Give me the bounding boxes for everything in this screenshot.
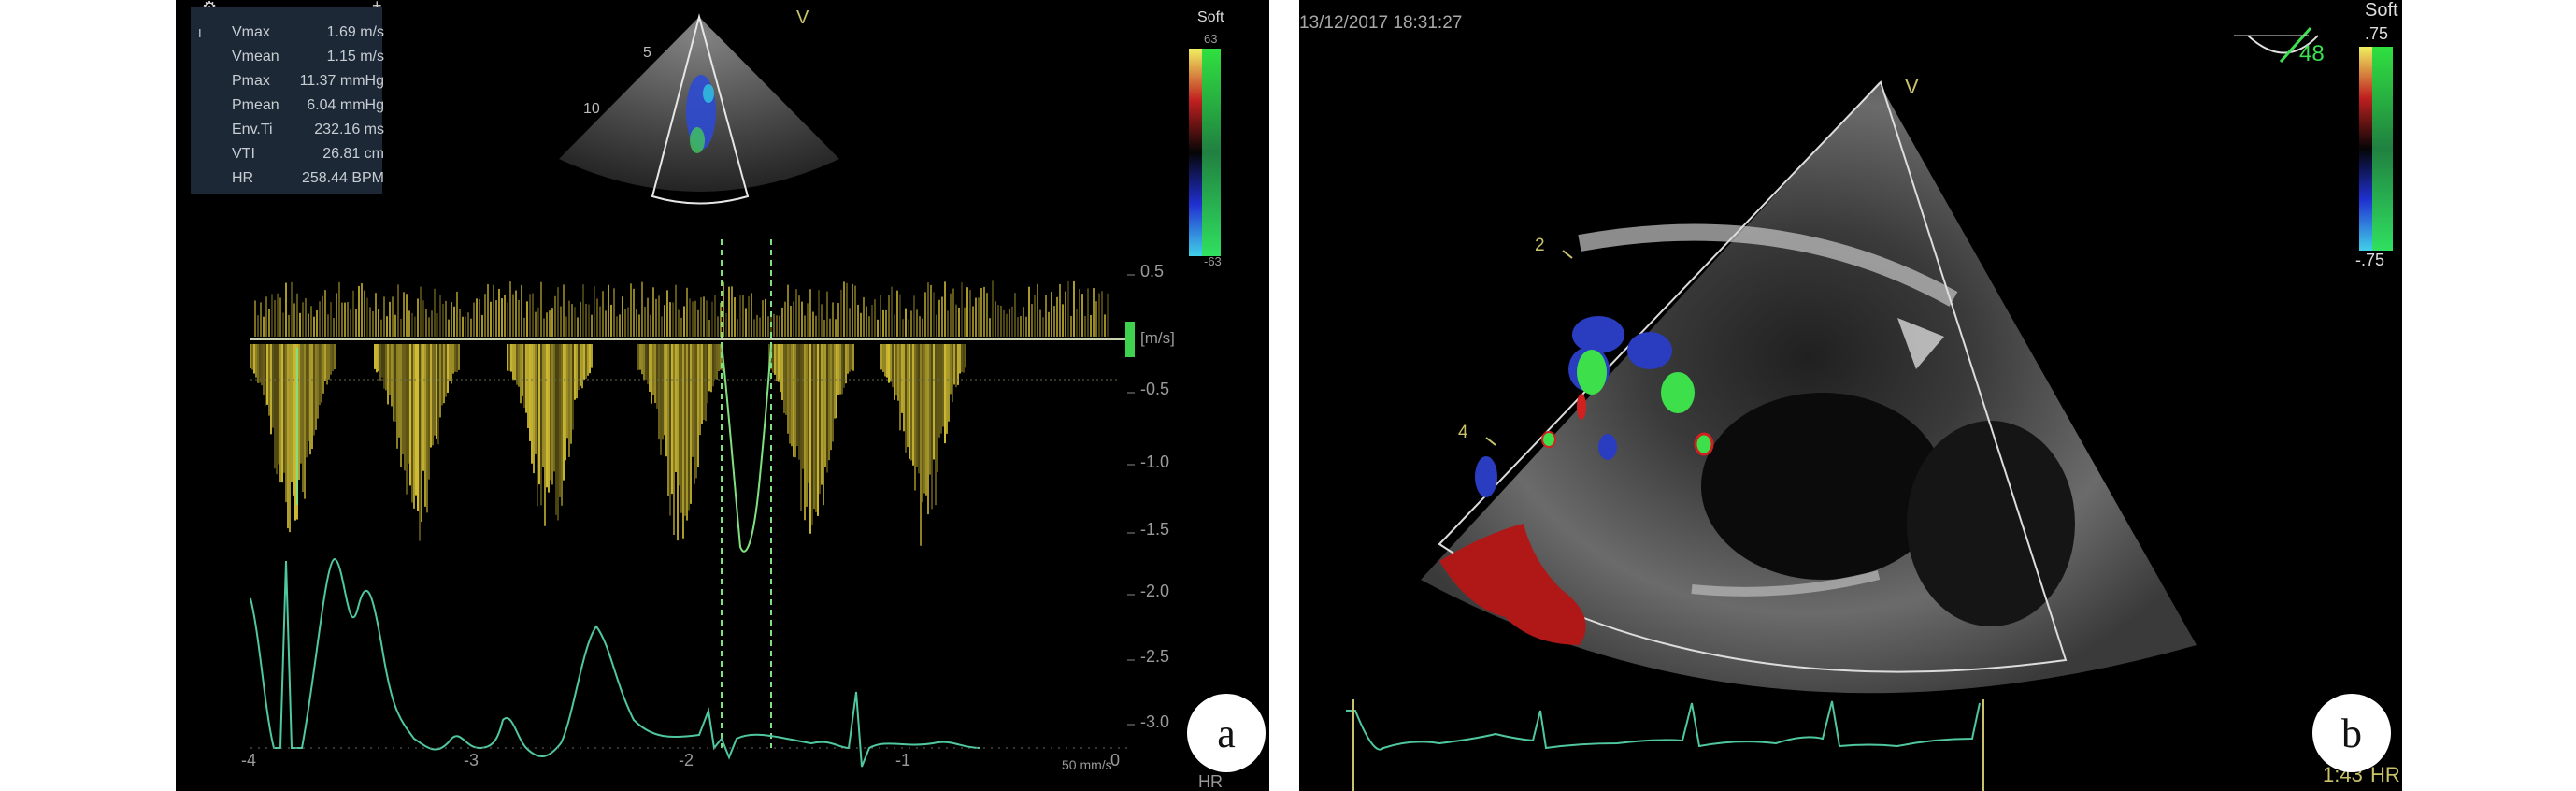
green-flow-2 xyxy=(1661,372,1695,413)
ecg-trace xyxy=(250,557,980,768)
time-tick-neg1: -1 xyxy=(895,751,911,769)
velocity-tick-neg1.0: -1.0 xyxy=(1140,453,1170,471)
depth-label-10: 10 xyxy=(583,101,600,117)
soft-label-b: Soft xyxy=(2365,0,2398,21)
velocity-colorbar-b xyxy=(2359,47,2393,251)
colorbar-top-value: 63 xyxy=(1204,32,1218,46)
depth-ticks xyxy=(1485,250,1573,446)
bright-wall xyxy=(1578,223,1958,307)
blue-flow-3 xyxy=(1475,456,1497,497)
measurement-box: I Vmax 1.69 m/s Vmean 1.15 m/s Pmax 11.37 m… xyxy=(191,7,384,194)
hr-label: HR xyxy=(1198,772,1223,791)
sweep-speed-label: 50 mm/s xyxy=(1062,757,1112,772)
bright-septum xyxy=(1691,570,1881,597)
angle-needle xyxy=(2279,27,2312,63)
time-tick-0: 0 xyxy=(1110,751,1121,769)
panel-label-b: b xyxy=(2312,694,2391,772)
spectrum-above-baseline xyxy=(254,280,1109,337)
velocity-unit-label: [m/s] xyxy=(1140,329,1175,347)
velocity-envelope-trace xyxy=(721,343,772,553)
red-flow-edge xyxy=(1577,394,1586,420)
colorbar-top-value-b: .75 xyxy=(2365,24,2389,43)
velocity-tick-neg1.5: -1.5 xyxy=(1140,520,1170,539)
depth-label-5: 5 xyxy=(643,45,651,61)
angle-arc xyxy=(2247,35,2319,54)
thumbnail-cyan-flow xyxy=(703,84,714,103)
velocity-colorbar xyxy=(1189,49,1221,256)
ecg-trace-b xyxy=(1346,700,1981,751)
velocity-tick-0.5: 0.5 xyxy=(1140,262,1165,280)
time-tick-neg2: -2 xyxy=(679,751,694,769)
green-flow-1 xyxy=(1577,350,1607,395)
bright-structure xyxy=(1897,318,1944,369)
depth-label-4: 4 xyxy=(1458,423,1468,442)
velocity-tick-neg2.5: -2.5 xyxy=(1140,647,1170,666)
soft-label: Soft xyxy=(1197,9,1224,25)
panel-b-color-doppler: 13/12/2017 18:31:27 xyxy=(1299,0,2402,791)
spectrum-below-baseline xyxy=(250,344,966,546)
red-flow-region xyxy=(1439,524,1586,645)
blue-flow-1 xyxy=(1572,316,1624,353)
doppler-spectrum xyxy=(250,239,1135,768)
blue-flow-4 xyxy=(1627,332,1672,369)
panel-label-a: a xyxy=(1187,694,1266,772)
timestamp: 13/12/2017 18:31:27 xyxy=(1299,13,1463,33)
depth-label-2: 2 xyxy=(1535,236,1545,255)
baseline-handle[interactable] xyxy=(1125,322,1135,357)
time-tick-neg3: -3 xyxy=(464,751,479,769)
thumbnail-green-flow xyxy=(690,127,705,153)
sector-apex-label: V xyxy=(796,7,809,28)
thumbnail-roi-box xyxy=(651,13,750,205)
velocity-tick-neg3.0: -3.0 xyxy=(1140,712,1170,731)
echo-sector-image xyxy=(1346,27,2319,791)
blue-flow-2 xyxy=(1598,434,1617,460)
sector-apex-label-b: V xyxy=(1905,75,1919,98)
sector-thumbnail xyxy=(559,13,839,205)
time-tick-neg4: -4 xyxy=(241,751,257,769)
cardiac-chamber xyxy=(1701,393,1944,580)
measurement-marker: I xyxy=(198,26,202,40)
colorbar-bottom-value: -63 xyxy=(1204,254,1222,268)
green-flow-3 xyxy=(1694,432,1714,456)
velocity-tick-neg0.5: -0.5 xyxy=(1140,380,1170,398)
green-flow-4 xyxy=(1541,431,1556,448)
angle-value: 48 xyxy=(2299,41,2325,66)
hr-label-b: HR xyxy=(2370,763,2400,786)
cardiac-chamber-2 xyxy=(1907,421,2075,626)
velocity-axis-ticks xyxy=(1127,274,1135,726)
velocity-tick-neg2.0: -2.0 xyxy=(1140,582,1170,600)
colorbar-bottom-value-b: -.75 xyxy=(2355,251,2385,269)
